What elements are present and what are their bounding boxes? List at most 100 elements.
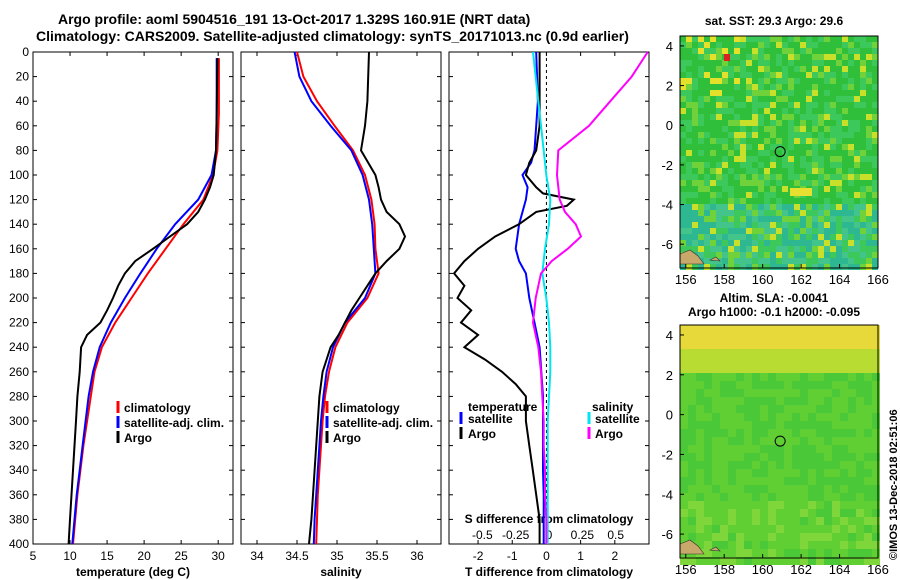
sla-map-cell [736,357,744,365]
sla-map-cell [800,461,808,469]
depth-tick-label: 40 [16,94,30,108]
sla-map-cell [848,541,856,549]
sla-map-cell [784,557,792,565]
sst-map-cell [776,180,782,186]
sst-map-cell [770,132,776,138]
sst-map-cell [866,132,872,138]
sst-map-cell [818,66,824,72]
sst-map-cell [680,114,686,120]
sla-map-cell [872,485,880,493]
sst-map-cell [824,42,830,48]
sla-map-cell [816,477,824,485]
sst-map-cell [818,180,824,186]
sst-map-cell [734,66,740,72]
sst-map-cell [866,168,872,174]
sst-map-title: sat. SST: 29.3 Argo: 29.6 [705,14,844,28]
sla-map-cell [744,453,752,461]
sla-map-cell [680,485,688,493]
sst-map-cell [836,132,842,138]
sla-map-cell [800,517,808,525]
sst-map-cell [794,84,800,90]
sst-map-cell [830,198,836,204]
sla-map-cell [776,485,784,493]
sla-map-island [708,546,721,552]
sst-map-cell [860,156,866,162]
sst-map-cell [686,264,692,270]
sst-map-cell [782,162,788,168]
sst-map-cell [848,234,854,240]
sst-map-cell [812,228,818,234]
sst-map-cell [788,60,794,66]
sla-map-cell [680,413,688,421]
sst-map-cell [704,78,710,84]
sst-map-cell [746,60,752,66]
sst-map-cell [842,192,848,198]
sla-map-cell [872,373,880,381]
sst-map-cell [824,228,830,234]
sst-map-cell [716,192,722,198]
sla-map-cell [856,349,864,357]
sst-map-cell [740,120,746,126]
sst-map-cell [854,258,860,264]
sla-map-cell [728,381,736,389]
sst-map-cell [776,84,782,90]
sst-map-cell [740,72,746,78]
sla-map-cell [840,389,848,397]
sst-map-cell [836,204,842,210]
sla-map-cell [792,445,800,453]
sst-map-cell [818,36,824,42]
sla-map-cell [752,461,760,469]
sla-map-cell [864,557,872,565]
sst-map-cell [776,174,782,180]
sst-map-cell [854,132,860,138]
sst-map-cell [704,234,710,240]
sst-map-cell [812,114,818,120]
sst-map-cell [818,258,824,264]
sst-map-cell [764,66,770,72]
sla-map-cell [856,373,864,381]
sla-map-cell [696,421,704,429]
sst-map-cell [866,72,872,78]
sla-map-cell [800,429,808,437]
sla-map-cell [840,357,848,365]
sst-map-cell [866,258,872,264]
sst-map-cell [830,66,836,72]
sst-map-cell [698,168,704,174]
sst-map-cell [836,36,842,42]
sla-map-cell [856,333,864,341]
sla-map-cell [784,341,792,349]
sla-map-cell [688,333,696,341]
sst-map-cell [698,54,704,60]
sst-map-cell [788,36,794,42]
sst-map-cell [788,66,794,72]
sst-map-cell [692,180,698,186]
sst-map-cell [704,42,710,48]
sst-map-cell [692,234,698,240]
sst-map-cell [752,234,758,240]
sst-map-cell [752,54,758,60]
sst-map-cell [848,90,854,96]
sla-map-cell [872,357,880,365]
sst-map-cell [842,54,848,60]
sla-map-cell [680,357,688,365]
sst-map-cell [686,216,692,222]
sla-map-cell [864,501,872,509]
sst-map-cell [704,162,710,168]
sst-map-cell [818,210,824,216]
sst-map-cell [740,246,746,252]
sst-map-cell [692,42,698,48]
sst-map-cell [836,162,842,168]
sla-map-cell [848,445,856,453]
sst-map-cell [800,144,806,150]
sst-map-cell [770,96,776,102]
sst-map-cell [704,252,710,258]
sst-map-cell [710,258,716,264]
sst-map-cell [776,132,782,138]
sst-map-cell [830,48,836,54]
sst-map-cell [872,228,878,234]
sst-map-cell [770,90,776,96]
sla-map-cell [816,501,824,509]
sla-map-cell [776,397,784,405]
sst-map-cell [806,222,812,228]
sla-map-cell [808,493,816,501]
